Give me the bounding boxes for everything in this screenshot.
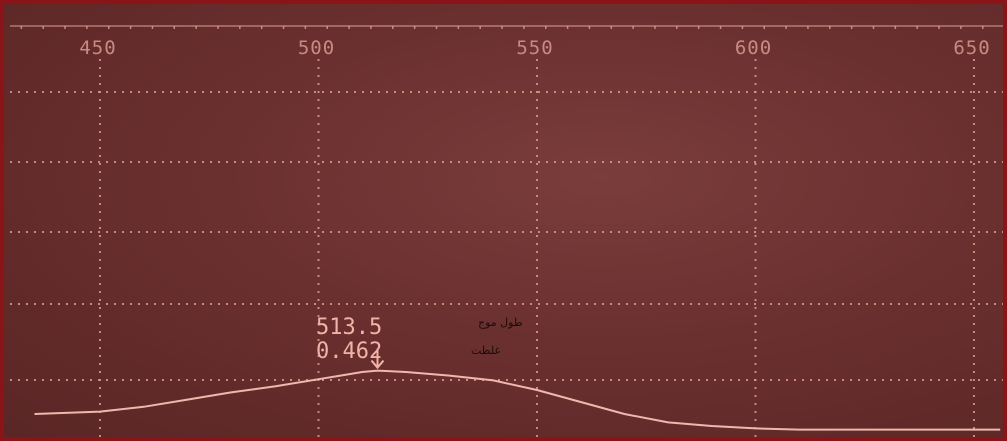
absorbance-label: غلظت <box>471 344 500 357</box>
spectrum-line <box>34 369 1001 431</box>
x-tick-label: 450 <box>79 37 116 59</box>
absorbance-readout: 0.462 <box>316 339 382 364</box>
x-tick-label: 500 <box>298 37 335 59</box>
spectrum-trace <box>34 369 1001 431</box>
peak-marker: 513.5 طول موج 0.462 غلظت <box>316 315 523 370</box>
x-tick-label: 650 <box>953 37 990 59</box>
x-axis-labels: 450 500 550 600 650 <box>79 37 990 59</box>
marker-arrow-head <box>370 359 385 370</box>
wavelength-label: طول موج <box>478 316 523 329</box>
x-axis-ticks <box>10 25 1003 29</box>
wavelength-readout: 513.5 <box>316 315 382 340</box>
x-tick-label: 600 <box>735 37 772 59</box>
grid <box>10 59 1003 437</box>
x-tick-label: 550 <box>516 37 553 59</box>
spectrum-plot: 450 500 550 600 650 513.5 طول موج 0.462 غلظت <box>10 25 1003 437</box>
